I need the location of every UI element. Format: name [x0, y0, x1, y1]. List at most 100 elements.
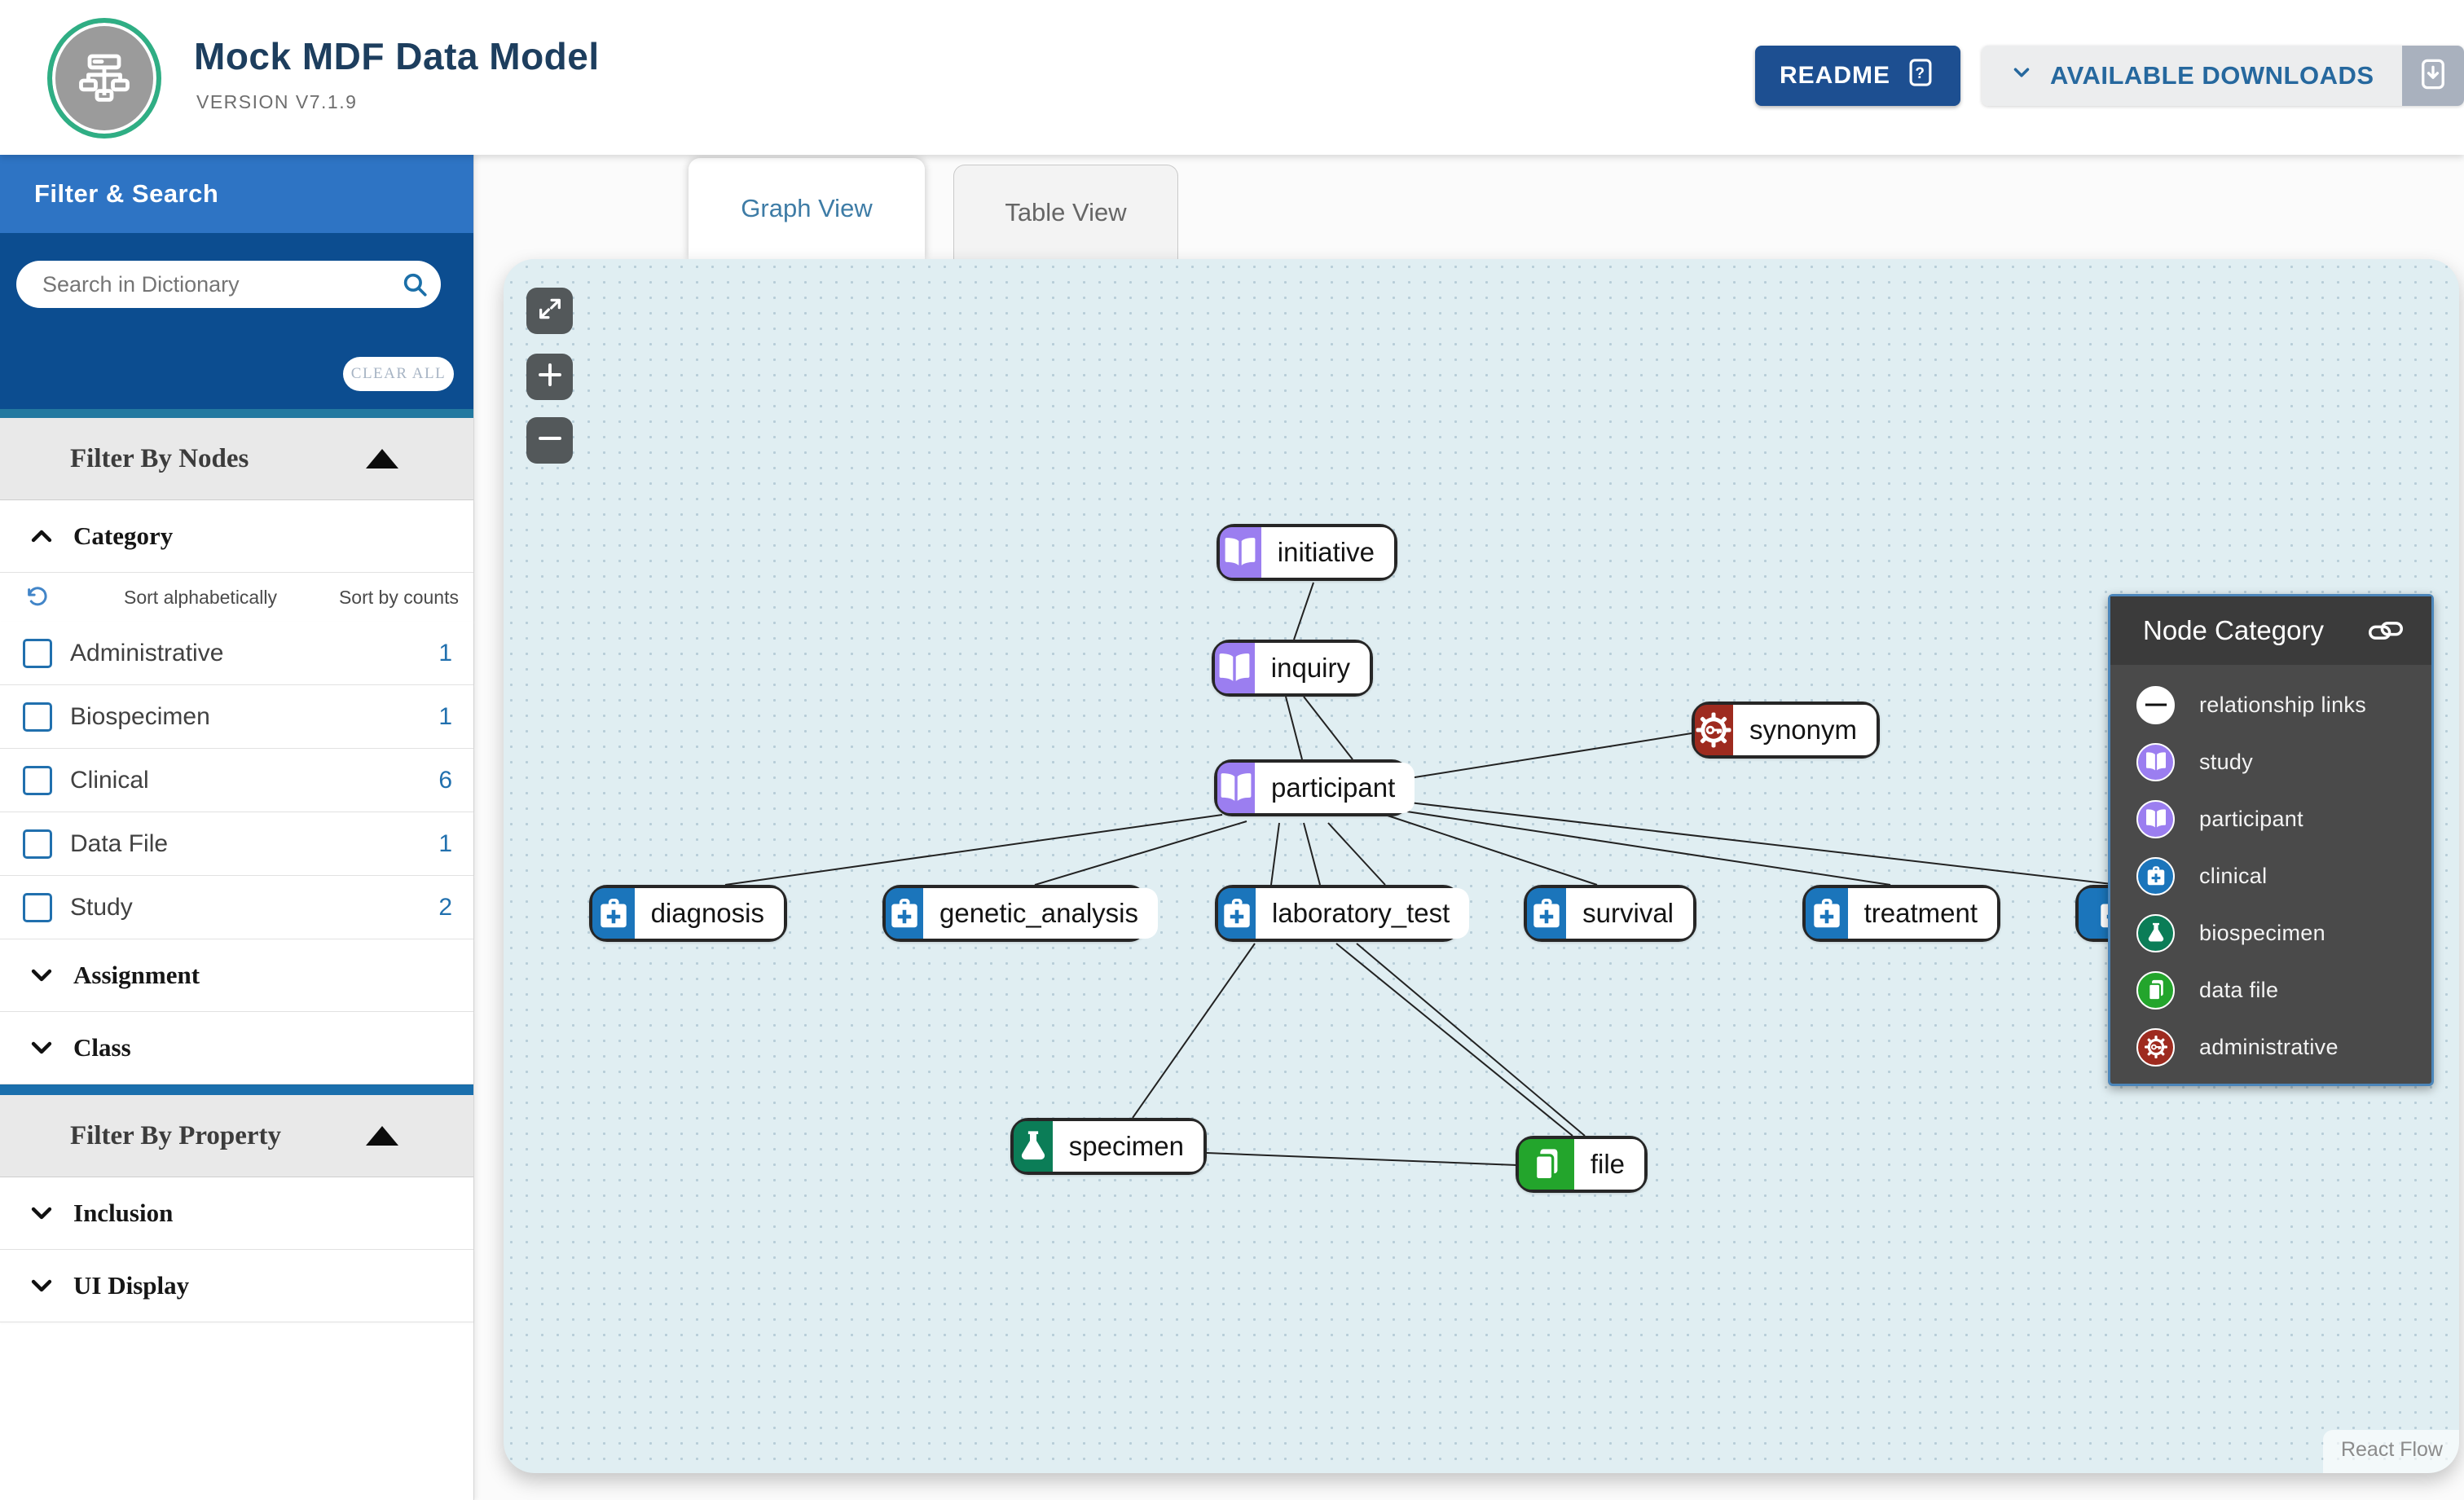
download-button[interactable] — [2401, 46, 2464, 106]
clinical-icon — [1527, 888, 1567, 939]
graph-edge — [1034, 820, 1247, 886]
category-filter-count: 2 — [438, 893, 452, 921]
sort-by-counts-button[interactable]: Sort by counts — [338, 586, 459, 608]
available-downloads-main[interactable]: AVAILABLE DOWNLOADS — [1982, 46, 2402, 106]
collapse-triangle-icon[interactable] — [366, 449, 398, 468]
zoom-in-button[interactable] — [526, 354, 573, 400]
filter-by-nodes-title: Filter By Nodes — [70, 443, 249, 473]
section-inclusion[interactable]: Inclusion — [0, 1177, 473, 1250]
checkbox[interactable] — [23, 702, 52, 732]
graph-node-synonym[interactable]: synonym — [1692, 702, 1880, 759]
section-class[interactable]: Class — [0, 1012, 473, 1084]
legend-item-study[interactable]: study — [2110, 733, 2431, 790]
legend-item-clinical[interactable]: clinical — [2110, 847, 2431, 904]
data_file-icon — [1519, 1139, 1574, 1190]
graph-node-participant[interactable]: participant — [1214, 759, 1415, 816]
graph-edge — [1356, 943, 1586, 1137]
graph-node-label: diagnosis — [634, 888, 784, 939]
administrative-icon — [2136, 1027, 2175, 1067]
tab-table-view-label: Table View — [1005, 198, 1127, 227]
section-ui-display[interactable]: UI Display — [0, 1250, 473, 1322]
category-filter-row[interactable]: Administrative 1 — [0, 622, 473, 685]
node-category-legend: Node Category relationship links study p… — [2108, 594, 2434, 1086]
graph-node-initiative[interactable]: initiative — [1217, 524, 1397, 581]
app-logo-icon — [47, 18, 161, 139]
link-icon[interactable] — [2368, 613, 2404, 649]
sort-alphabetically-button[interactable]: Sort alphabetically — [124, 586, 277, 608]
tab-graph-view[interactable]: Graph View — [689, 158, 925, 259]
graph-edge — [1270, 822, 1280, 886]
checkbox[interactable] — [23, 638, 52, 668]
search-panel: CLEAR ALL — [0, 233, 473, 409]
study-icon — [2136, 742, 2175, 781]
graph-node-specimen[interactable]: specimen — [1010, 1118, 1207, 1175]
zoom-out-button[interactable] — [526, 417, 573, 464]
search-icon[interactable] — [389, 271, 441, 298]
category-filter-row[interactable]: Clinical 6 — [0, 749, 473, 812]
legend-item-label: administrative — [2199, 1034, 2339, 1059]
clear-all-button[interactable]: CLEAR ALL — [343, 357, 454, 391]
graph-node-diagnosis[interactable]: diagnosis — [589, 885, 787, 942]
category-filter-row[interactable]: Data File 1 — [0, 812, 473, 876]
graph-node-genetic_analysis[interactable]: genetic_analysis — [882, 885, 1158, 942]
download-icon — [2416, 57, 2450, 95]
tab-table-view[interactable]: Table View — [953, 165, 1178, 260]
checkbox[interactable] — [23, 829, 52, 859]
category-filter-label: Study — [70, 893, 133, 921]
legend-item-biospecimen[interactable]: biospecimen — [2110, 904, 2431, 961]
legend-item-participant[interactable]: participant — [2110, 790, 2431, 847]
accent-strip — [0, 409, 473, 418]
graph-edge — [1327, 822, 1386, 886]
available-downloads-label: AVAILABLE DOWNLOADS — [2050, 61, 2374, 90]
chevron-down-icon — [28, 1034, 55, 1062]
reset-sort-icon[interactable] — [24, 585, 49, 609]
category-filter-row[interactable]: Biospecimen 1 — [0, 685, 473, 749]
clinical-icon — [2136, 856, 2175, 895]
graph-edge — [1409, 732, 1692, 779]
page-title: Mock MDF Data Model — [194, 35, 600, 77]
graph-node-treatment[interactable]: treatment — [1802, 885, 2000, 942]
reactflow-attribution: React Flow — [2322, 1430, 2459, 1473]
graph-node-file[interactable]: file — [1516, 1136, 1648, 1193]
legend-item-label: participant — [2199, 806, 2303, 831]
graph-canvas[interactable]: initiative inquiry synonym participant d… — [504, 259, 2459, 1473]
graph-node-laboratory_test[interactable]: laboratory_test — [1215, 885, 1470, 942]
filter-by-property-header[interactable]: Filter By Property — [0, 1095, 473, 1177]
help-icon: ? — [1905, 57, 1936, 95]
graph-node-survival[interactable]: survival — [1524, 885, 1696, 942]
clinical-icon — [1806, 888, 1848, 939]
legend-item-data-file[interactable]: data file — [2110, 961, 2431, 1018]
section-category[interactable]: Category — [0, 500, 473, 573]
graph-node-label: specimen — [1052, 1121, 1203, 1172]
header: Mock MDF Data Model VERSION V7.1.9 READM… — [0, 0, 2464, 155]
section-assignment[interactable]: Assignment — [0, 939, 473, 1012]
legend-item-relationship-links[interactable]: relationship links — [2110, 676, 2431, 733]
graph-node-inquiry[interactable]: inquiry — [1212, 640, 1373, 697]
sort-row: Sort alphabetically Sort by counts — [0, 573, 473, 622]
legend-header: Node Category — [2110, 596, 2431, 665]
filter-by-nodes-header[interactable]: Filter By Nodes — [0, 418, 473, 500]
graph-edge — [1206, 1152, 1518, 1166]
category-filter-label: Clinical — [70, 766, 149, 794]
collapse-triangle-icon[interactable] — [366, 1126, 398, 1146]
section-assignment-label: Assignment — [73, 961, 200, 989]
version-label: VERSION V7.1.9 — [196, 91, 358, 112]
graph-node-label: inquiry — [1254, 643, 1370, 693]
checkbox[interactable] — [23, 765, 52, 795]
category-filter-row[interactable]: Study 2 — [0, 876, 473, 939]
checkbox[interactable] — [23, 892, 52, 922]
fit-view-button[interactable] — [526, 288, 573, 334]
section-category-label: Category — [73, 521, 174, 550]
svg-text:?: ? — [1915, 65, 1925, 82]
biospecimen-icon — [2136, 913, 2175, 952]
readme-button[interactable]: README ? — [1755, 46, 1960, 106]
study-icon — [1220, 527, 1261, 578]
graph-node-label: synonym — [1732, 705, 1877, 755]
legend-item-administrative[interactable]: administrative — [2110, 1018, 2431, 1076]
available-downloads-dropdown[interactable]: AVAILABLE DOWNLOADS — [1982, 46, 2464, 106]
graph-edge — [724, 814, 1223, 886]
search-input[interactable] — [41, 271, 389, 298]
category-filter-list: Administrative 1 Biospecimen 1 Clinical 6 Data… — [0, 622, 473, 939]
legend-item-label: clinical — [2199, 863, 2268, 888]
divider-bar — [0, 1084, 473, 1095]
